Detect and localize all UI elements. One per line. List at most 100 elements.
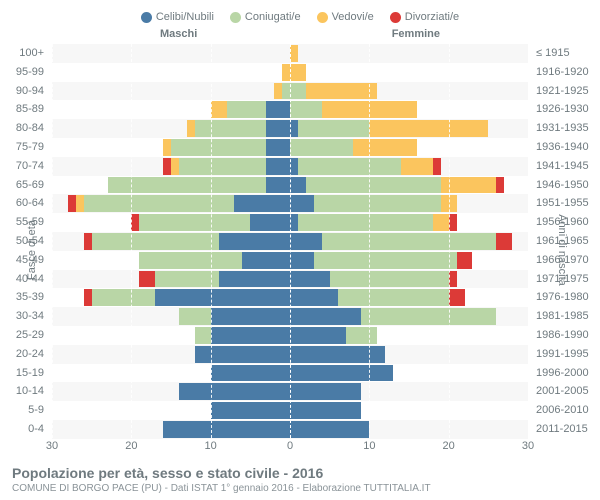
female-bar (290, 402, 528, 419)
male-bar (52, 158, 290, 175)
age-label: 35-39 (0, 288, 50, 307)
male-bar (52, 120, 290, 137)
female-bar (290, 45, 528, 62)
female-bar (290, 308, 528, 325)
bar-segment (171, 158, 179, 175)
bar-segment (433, 158, 441, 175)
bar-segment (84, 233, 92, 250)
bar-segment (179, 308, 211, 325)
age-label: 45-49 (0, 251, 50, 270)
bar-segment (187, 120, 195, 137)
male-bar (52, 233, 290, 250)
bar-segment (433, 214, 449, 231)
bar-segment (266, 101, 290, 118)
birth-label: 1916-1920 (530, 63, 600, 82)
bar-segment (290, 402, 361, 419)
bar-segment (211, 402, 290, 419)
bar-segment (496, 233, 512, 250)
bar-segment (353, 139, 416, 156)
birth-label: 1961-1965 (530, 232, 600, 251)
bar-segment (369, 120, 488, 137)
male-bar (52, 421, 290, 438)
bar-segment (195, 346, 290, 363)
age-label: 20-24 (0, 345, 50, 364)
bar-segment (92, 289, 155, 306)
birth-label: 1971-1975 (530, 270, 600, 289)
female-bar (290, 383, 528, 400)
birth-label: 2011-2015 (530, 420, 600, 439)
bar-segment (361, 308, 496, 325)
bar-segment (219, 233, 290, 250)
bar-segment (457, 252, 473, 269)
male-bar (52, 177, 290, 194)
birth-label: 1966-1970 (530, 251, 600, 270)
bar-segment (155, 289, 290, 306)
male-bar (52, 45, 290, 62)
female-bar (290, 214, 528, 231)
bar-segment (290, 365, 393, 382)
male-bar (52, 346, 290, 363)
x-tick-label: 0 (287, 440, 293, 452)
female-bar (290, 177, 528, 194)
legend-label: Vedovi/e (332, 11, 374, 23)
bar-segment (266, 120, 290, 137)
male-bar (52, 271, 290, 288)
bar-segment (290, 214, 298, 231)
birth-label: 1936-1940 (530, 138, 600, 157)
birth-label: 1956-1960 (530, 213, 600, 232)
female-bar (290, 158, 528, 175)
bar-segment (155, 271, 218, 288)
bar-segment (195, 327, 211, 344)
bar-segment (274, 83, 282, 100)
x-tick-label: 10 (363, 440, 375, 452)
bar-segment (306, 177, 441, 194)
center-axis (290, 44, 291, 438)
bar-segment (290, 233, 322, 250)
birth-label: 1976-1980 (530, 288, 600, 307)
bar-segment (401, 158, 433, 175)
female-bar (290, 365, 528, 382)
age-label: 50-54 (0, 232, 50, 251)
male-bar (52, 308, 290, 325)
male-bar (52, 214, 290, 231)
x-axis-ticks: 3020100102030 (52, 440, 528, 456)
legend-item: Celibi/Nubili (141, 11, 214, 23)
male-bar (52, 64, 290, 81)
female-bar (290, 289, 528, 306)
bar-segment (346, 327, 378, 344)
birth-label: ≤ 1915 (530, 44, 600, 63)
bar-segment (227, 101, 267, 118)
bar-segment (139, 214, 250, 231)
bar-segment (290, 421, 369, 438)
bar-segment (290, 346, 385, 363)
bar-segment (211, 365, 290, 382)
birth-label: 1946-1950 (530, 176, 600, 195)
birth-label: 1926-1930 (530, 100, 600, 119)
bar-segment (290, 383, 361, 400)
male-bar (52, 101, 290, 118)
right-birth-labels: ≤ 19151916-19201921-19251926-19301931-19… (530, 44, 600, 438)
bar-segment (290, 139, 353, 156)
age-label: 30-34 (0, 307, 50, 326)
birth-label: 1921-1925 (530, 82, 600, 101)
bar-segment (290, 101, 322, 118)
bar-segment (298, 120, 369, 137)
bar-segment (266, 177, 290, 194)
birth-label: 1991-1995 (530, 345, 600, 364)
male-bar (52, 289, 290, 306)
bar-segment (290, 327, 346, 344)
female-bar (290, 120, 528, 137)
bar-segment (290, 83, 306, 100)
male-bar (52, 365, 290, 382)
male-bar (52, 402, 290, 419)
bar-segment (179, 158, 266, 175)
bar-segment (290, 177, 306, 194)
x-tick-label: 30 (522, 440, 534, 452)
footer-title: Popolazione per età, sesso e stato civil… (12, 465, 588, 481)
bar-segment (338, 289, 449, 306)
male-bar (52, 195, 290, 212)
chart-footer: Popolazione per età, sesso e stato civil… (12, 465, 588, 494)
female-bar (290, 421, 528, 438)
age-label: 80-84 (0, 119, 50, 138)
grid-line (52, 44, 53, 438)
